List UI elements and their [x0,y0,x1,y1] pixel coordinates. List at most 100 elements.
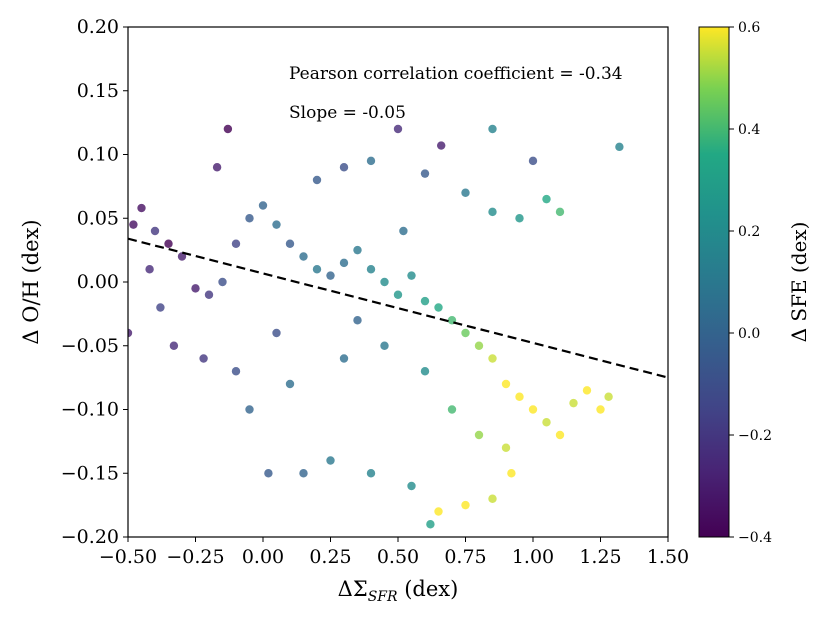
data-point [150,226,160,236]
x-tick-label: 1.00 [512,546,554,568]
data-point [231,367,241,376]
data-point [380,277,389,287]
pearson-annotation: Pearson correlation coefficient = -0.34 [289,64,623,84]
data-point [604,392,613,401]
data-point [339,163,349,172]
data-point [420,169,430,178]
data-point [285,379,295,389]
data-point [393,290,403,299]
data-point [129,220,138,229]
colorbar-tick-label: 0.6 [738,20,760,36]
data-point [156,303,165,312]
data-point [326,456,335,465]
colorbar-ticks: −0.4 −0.2 0.0 0.2 0.4 0.6 [729,20,772,546]
data-point [218,277,227,287]
y-tick-label: −0.10 [61,399,119,421]
data-point [407,481,416,491]
data-point [542,194,551,204]
x-axis-ticks: −0.50 −0.25 0.00 0.25 0.50 0.75 1.00 1.25 1.50 [99,537,689,568]
colorbar [698,26,730,538]
y-tick-label: 0.00 [77,271,119,293]
x-tick-label: 0.50 [377,546,419,568]
data-point [407,271,416,280]
y-axis-ticks: −0.20 −0.15 −0.10 −0.05 0.00 0.05 0.10 0.15 0.20 [61,16,128,548]
data-point [426,520,435,529]
data-point [488,207,497,217]
data-point [474,341,484,350]
data-point [223,124,233,134]
data-point [312,265,322,274]
data-point [474,430,484,440]
data-point [191,284,200,293]
data-point [507,469,516,478]
data-point [461,188,470,197]
x-axis-title: ΔΣSFR (dex) [338,577,459,605]
data-point [501,443,511,452]
colorbar-title: Δ SFE (dex) [787,222,811,343]
x-tick-label: 0.00 [242,546,284,568]
x-tick-label: 0.75 [444,546,486,568]
data-point [528,405,538,414]
y-tick-label: 0.05 [77,207,119,229]
data-point [515,214,524,223]
x-axis-title-suffix: (dex) [398,577,459,601]
x-tick-label: 1.25 [579,546,621,568]
data-point [555,207,565,217]
data-point [488,494,497,503]
data-point [339,354,349,363]
data-point [399,226,408,236]
data-point [299,469,308,478]
y-axis-title: Δ O/H (dex) [19,219,43,344]
data-point [137,203,146,213]
data-point [212,163,222,172]
x-axis-title-subscript: SFR [368,589,398,605]
data-point [366,469,376,478]
data-point [312,175,322,185]
data-point [264,469,273,478]
x-tick-label: −0.50 [99,546,157,568]
y-tick-label: −0.15 [61,462,119,484]
data-point [299,252,308,261]
data-point [542,418,551,427]
data-point [447,405,457,414]
data-point [128,328,133,338]
data-point [353,316,362,325]
colorbar-tick-label: −0.2 [738,428,772,444]
data-point [245,214,254,223]
data-point [231,239,241,248]
data-point [339,258,349,268]
data-point [461,500,470,510]
fit-line [128,237,668,379]
x-tick-label: 0.25 [309,546,351,568]
data-point [488,124,497,134]
y-tick-label: 0.15 [77,80,119,102]
data-point [326,271,335,280]
data-point [366,265,376,274]
data-point [615,142,624,152]
plot-area [128,27,668,537]
data-point [258,201,268,210]
data-point [437,141,446,150]
x-tick-label: −0.25 [166,546,224,568]
data-point [582,386,592,395]
y-tick-label: −0.20 [61,526,119,548]
data-point [501,379,511,389]
data-point [434,507,443,516]
colorbar-tick-label: −0.4 [738,530,772,546]
y-tick-label: −0.05 [61,335,119,357]
data-point [488,354,497,363]
data-point [204,290,214,299]
data-point [555,430,565,440]
y-tick-label: 0.10 [77,144,119,166]
data-point [199,354,208,363]
data-point [164,239,173,248]
data-point [515,392,524,401]
data-point [528,156,538,166]
data-point [285,239,295,248]
data-point [434,303,443,312]
data-point [169,341,179,350]
colorbar-tick-label: 0.0 [738,326,760,342]
data-point [420,296,430,306]
data-point [393,124,403,134]
